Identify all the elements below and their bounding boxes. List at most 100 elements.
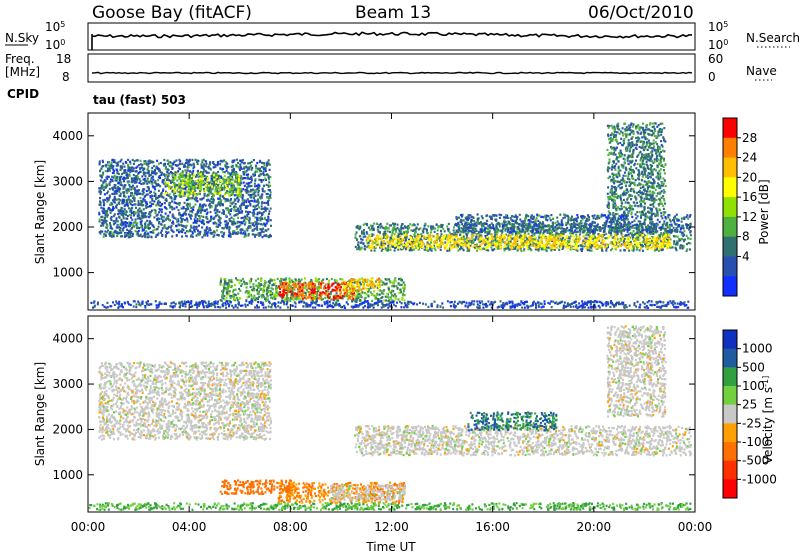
date-title: 06/Oct/2010 — [588, 3, 694, 23]
velocity-colorbar-swatch-7 — [723, 460, 737, 480]
power-ylabel: Slant Range [km] — [33, 160, 47, 264]
power-colorbar: 28 24 20 16 12 8 4 — [722, 117, 757, 297]
power-data-layer — [90, 122, 692, 309]
cpid-label: CPID — [7, 87, 39, 101]
freq-unit-label: [MHz] — [5, 65, 40, 79]
velocity-ytick-1: 2000 — [52, 422, 83, 436]
power-colorbar-swatch-1 — [723, 137, 737, 158]
nave-label: Nave — [746, 64, 777, 78]
freq-label: Freq. — [5, 52, 35, 66]
velocity-region-6 — [606, 325, 667, 418]
power-ytick-2: 3000 — [52, 174, 83, 188]
velocity-region-4 — [354, 424, 692, 457]
power-colorbar-tick-2: 20 — [742, 170, 757, 184]
station-title: Goose Bay (fitACF) — [92, 3, 252, 23]
power-region-6 — [366, 233, 672, 250]
nsearch-tick-high: 105 — [708, 20, 728, 35]
velocity-colorbar-tick-5: -100 — [742, 435, 769, 449]
velocity-colorbar-swatch-3 — [723, 386, 737, 406]
nsky-tick-low: 100 — [45, 38, 65, 53]
velocity-colorbar-tick-7: -1000 — [742, 472, 777, 486]
velocity-ytick-0: 1000 — [52, 468, 83, 482]
power-panel: 1000 2000 3000 4000 Slant Range [km] 28 24 20… — [33, 112, 771, 311]
power-colorbar-swatch-7 — [723, 256, 737, 277]
power-colorbar-swatch-8 — [723, 276, 737, 297]
velocity-data-layer — [88, 325, 692, 511]
freq-tick-low: 8 — [62, 70, 70, 84]
velocity-colorbar-swatch-2 — [723, 367, 737, 387]
power-colorbar-tick-1: 24 — [742, 151, 757, 165]
velocity-panel: 1000 2000 3000 4000 00:00 04:00 08:00 12:00 16:… — [33, 113, 777, 554]
power-colorbar-tick-6: 4 — [742, 249, 750, 263]
power-region-9 — [90, 300, 690, 309]
power-colorbar-swatch-2 — [723, 157, 737, 178]
power-colorbar-swatch-5 — [723, 216, 737, 238]
time-tick-5: 20:00 — [577, 520, 612, 534]
power-colorbar-tick-4: 12 — [742, 210, 757, 224]
velocity-colorbar: 1000 500 100 25 -25 -100 -500 -1000 — [722, 329, 777, 499]
nsearch-label: N.Search — [746, 31, 800, 45]
velocity-ytick-3: 4000 — [52, 332, 83, 346]
nave-tick-high: 60 — [708, 52, 723, 66]
time-tick-0: 00:00 — [71, 520, 106, 534]
freq-panel: Freq. [MHz] 18 8 60 0 Nave CPID tau (fas… — [5, 52, 777, 107]
time-tick-1: 04:00 — [172, 520, 207, 534]
velocity-region-7 — [88, 502, 692, 511]
velocity-colorbar-tick-3: 25 — [742, 398, 757, 412]
time-tick-4: 16:00 — [475, 520, 510, 534]
power-region-0 — [98, 158, 272, 239]
velocity-colorbar-tick-1: 500 — [742, 360, 765, 374]
velocity-colorbar-label: Velocity [m s-1] — [761, 376, 776, 464]
time-tick-2: 08:00 — [273, 520, 308, 534]
velocity-colorbar-swatch-6 — [723, 442, 737, 462]
power-region-3 — [277, 281, 356, 300]
power-colorbar-tick-5: 8 — [742, 230, 750, 244]
velocity-ytick-2: 3000 — [52, 377, 83, 391]
velocity-region-5 — [467, 411, 558, 432]
power-colorbar-swatch-6 — [723, 236, 737, 257]
nsky-panel: N.Sky 105 100 105 100 N.Search — [5, 20, 800, 53]
nsearch-tick-low: 100 — [708, 38, 728, 53]
power-colorbar-swatch-3 — [723, 177, 737, 198]
power-colorbar-tick-0: 28 — [742, 131, 757, 145]
velocity-colorbar-tick-0: 1000 — [742, 342, 773, 356]
power-region-1 — [164, 172, 242, 198]
beam-title: Beam 13 — [355, 3, 431, 23]
velocity-colorbar-tick-6: -500 — [742, 454, 769, 468]
power-region-8 — [606, 122, 667, 216]
nsky-tick-high: 105 — [45, 20, 65, 35]
power-ytick-0: 1000 — [52, 266, 83, 280]
velocity-region-0 — [98, 361, 273, 441]
freq-tick-high: 18 — [56, 52, 71, 66]
velocity-colorbar-tick-4: -25 — [742, 416, 762, 430]
power-ytick-3: 4000 — [52, 129, 83, 143]
velocity-colorbar-swatch-8 — [723, 479, 737, 499]
nsky-frame — [87, 22, 696, 51]
nsky-label: N.Sky — [5, 31, 39, 45]
freq-trace — [91, 71, 693, 75]
freq-frame — [87, 53, 696, 83]
power-region-4 — [341, 278, 381, 293]
velocity-colorbar-swatch-5 — [723, 423, 737, 443]
cpid-value: tau (fast) 503 — [93, 93, 186, 107]
velocity-colorbar-tick-2: 100 — [742, 379, 765, 393]
nsky-trace — [91, 31, 692, 50]
velocity-frame — [87, 315, 696, 513]
time-tick-3: 12:00 — [374, 520, 409, 534]
nave-tick-low: 0 — [708, 70, 716, 84]
velocity-colorbar-swatch-4 — [723, 404, 737, 424]
power-colorbar-label: Power [dB] — [757, 179, 771, 244]
power-colorbar-swatch-4 — [723, 197, 737, 218]
velocity-ylabel: Slant Range [km] — [33, 362, 47, 466]
time-tick-6: 00:00 — [678, 520, 713, 534]
power-ytick-1: 2000 — [52, 220, 83, 234]
velocity-xlabel: Time UT — [365, 540, 416, 554]
velocity-colorbar-swatch-0 — [723, 330, 737, 350]
power-colorbar-swatch-0 — [723, 118, 737, 139]
velocity-region-3 — [329, 483, 407, 502]
velocity-colorbar-swatch-1 — [723, 348, 737, 368]
power-colorbar-tick-3: 16 — [742, 190, 757, 204]
power-frame — [87, 112, 696, 311]
power-region-7 — [454, 213, 692, 234]
